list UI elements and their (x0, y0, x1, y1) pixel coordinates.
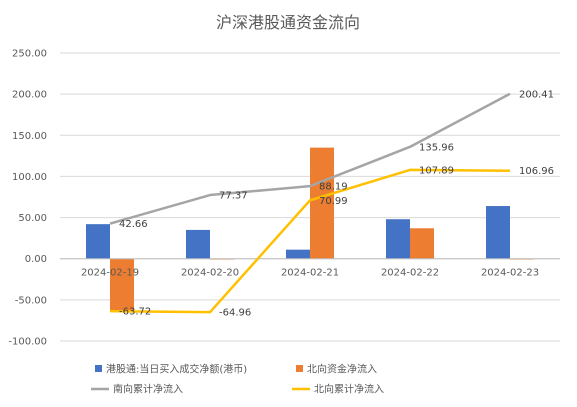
y-tick-label: 200.00 (12, 90, 47, 101)
data-label: 135.96 (419, 142, 454, 153)
data-label: -63.72 (119, 307, 151, 318)
bar (310, 147, 334, 259)
series-line (109, 92, 511, 225)
series-line (109, 168, 511, 314)
x-tick-label: 2024-02-23 (481, 268, 539, 279)
x-tick-label: 2024-02-19 (81, 268, 139, 279)
y-tick-label: 0.00 (25, 254, 47, 265)
lines (109, 92, 511, 314)
legend-label: 北向资金净流入 (307, 363, 377, 376)
x-tick-label: 2024-02-22 (381, 268, 439, 279)
legend-label: 北向累计净流入 (314, 383, 384, 396)
data-label: 200.41 (519, 89, 554, 100)
y-tick-label: 100.00 (12, 172, 47, 183)
data-labels: 42.66 77.37 88.19 135.96 200.41 -63.72 -64.96 7… (119, 89, 554, 318)
bar (386, 219, 410, 259)
y-tick-label: -100.00 (8, 337, 47, 348)
x-tick-label: 2024-02-21 (281, 268, 339, 279)
chart-title: 沪深港股通资金流向 (216, 13, 360, 32)
y-tick-label: 250.00 (12, 49, 47, 60)
y-tick-label: 150.00 (12, 131, 47, 142)
data-label: 70.99 (319, 196, 348, 207)
bar (186, 229, 210, 259)
legend-label: 港股通:当日买入成交净额(港币) (106, 363, 247, 376)
x-tick-label: 2024-02-20 (181, 268, 239, 279)
bar (410, 228, 434, 259)
x-axis: 2024-02-19 2024-02-20 2024-02-21 2024-02-22… (81, 268, 539, 279)
bar (486, 206, 510, 259)
legend-label: 南向累计净流入 (113, 383, 183, 396)
bars (86, 147, 534, 312)
data-label: 77.37 (219, 191, 248, 202)
bar (110, 258, 134, 312)
data-label: 106.96 (519, 166, 554, 177)
legend-swatch (95, 365, 102, 372)
data-label: -64.96 (219, 308, 251, 319)
legend-swatch (296, 365, 303, 372)
data-label: 88.19 (319, 182, 348, 193)
y-tick-label: 50.00 (18, 213, 47, 224)
y-axis: -100.00 -50.00 0.00 50.00 100.00 150.00 200.00… (8, 49, 47, 348)
data-label: 42.66 (119, 219, 148, 230)
bar (86, 224, 110, 259)
y-tick-label: -50.00 (15, 295, 47, 306)
data-label: 107.89 (419, 165, 454, 176)
bar (286, 249, 310, 259)
